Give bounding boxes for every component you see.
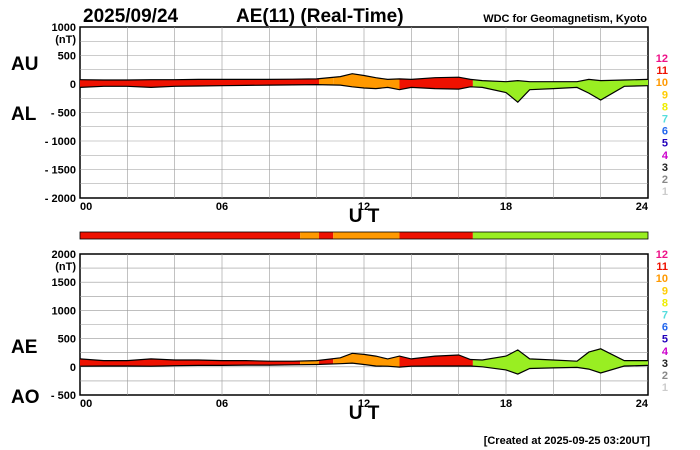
level-label: 5 xyxy=(662,334,668,346)
activity-bar-segment xyxy=(472,232,648,239)
y-tick-label: 0 xyxy=(70,79,76,91)
level-label: 9 xyxy=(662,89,668,101)
activity-band-segment xyxy=(399,77,473,90)
x-tick-label: 12 xyxy=(358,201,370,213)
series-label-lower: AL xyxy=(11,104,37,125)
series-line-au xyxy=(80,73,648,83)
level-label: 9 xyxy=(662,285,668,297)
source-label: WDC for Geomagnetism, Kyoto xyxy=(483,13,647,25)
y-axis-unit: (nT) xyxy=(55,34,76,46)
level-label: 11 xyxy=(656,261,668,273)
series-line-ae xyxy=(80,348,648,362)
activity-bar-frame xyxy=(79,231,649,240)
level-label: 7 xyxy=(662,114,668,126)
x-tick-label: 18 xyxy=(500,398,512,410)
level-label: 2 xyxy=(662,174,668,186)
activity-band-segment xyxy=(399,355,473,368)
level-label: 10 xyxy=(656,77,668,89)
level-label: 4 xyxy=(662,150,669,162)
activity-bar-segment xyxy=(319,232,334,239)
x-tick-label: 12 xyxy=(358,398,370,410)
activity-band-segment xyxy=(333,353,400,368)
x-tick-label: 24 xyxy=(636,398,649,410)
x-tick-label: 00 xyxy=(80,201,92,213)
created-timestamp: [Created at 2025-09-25 03:20UT] xyxy=(484,435,651,447)
x-tick-label: 18 xyxy=(500,201,512,213)
series-line-al xyxy=(80,83,648,104)
level-label: 2 xyxy=(662,370,668,382)
band-group xyxy=(80,348,648,375)
series-label-upper: AU xyxy=(11,54,38,75)
level-label: 11 xyxy=(656,65,668,77)
level-label: 1 xyxy=(662,186,668,198)
band-group xyxy=(80,73,648,104)
activity-band-segment xyxy=(472,79,648,103)
y-tick-label: 500 xyxy=(58,334,76,346)
level-label: 12 xyxy=(656,249,668,261)
y-tick-label: - 500 xyxy=(51,108,76,120)
series-line-ao xyxy=(80,362,648,375)
y-tick-label: - 1500 xyxy=(45,165,76,177)
y-tick-label: 500 xyxy=(58,51,76,63)
level-label: 5 xyxy=(662,138,668,150)
y-axis-unit: (nT) xyxy=(55,261,76,273)
upper-panel: 1000 500 0 - 500 - 1000 - 1500 - 2000 (nT) 00 06 1… xyxy=(11,22,649,227)
x-tick-label: 06 xyxy=(216,398,228,410)
activity-band-segment xyxy=(319,77,334,85)
x-tick-label: 06 xyxy=(216,201,228,213)
x-tick-label: 00 xyxy=(80,398,92,410)
y-tick-label: 1000 xyxy=(52,22,76,34)
activity-bar xyxy=(79,231,649,240)
activity-band-segment xyxy=(333,73,400,90)
level-label: 1 xyxy=(662,382,668,394)
x-axis-label: U T xyxy=(349,206,380,227)
y-tick-label: 1000 xyxy=(52,305,76,317)
activity-bar-segment xyxy=(300,232,320,239)
level-label: 3 xyxy=(662,358,668,370)
chart-title: AE(11) (Real-Time) xyxy=(236,6,404,27)
level-label: 4 xyxy=(662,346,669,358)
level-label: 7 xyxy=(662,310,668,322)
activity-band-segment xyxy=(472,348,648,375)
y-tick-label: - 2000 xyxy=(45,193,76,205)
y-tick-label: 2000 xyxy=(52,249,76,261)
date-title: 2025/09/24 xyxy=(83,6,179,27)
y-tick-label: - 1000 xyxy=(45,136,76,148)
level-label: 3 xyxy=(662,162,668,174)
level-label: 6 xyxy=(662,126,668,138)
level-label: 12 xyxy=(656,53,668,65)
y-tick-label: - 500 xyxy=(51,390,76,402)
lower-panel: 2000 1500 1000 500 0 - 500 (nT) 00 06 12 18 24 U T AE… xyxy=(11,249,649,424)
activity-bar-segment xyxy=(399,232,473,239)
level-label: 8 xyxy=(662,101,668,113)
activity-bar-segment xyxy=(333,232,400,239)
x-axis-label: U T xyxy=(349,403,380,424)
x-tick-label: 24 xyxy=(636,201,649,213)
level-label: 6 xyxy=(662,322,668,334)
series-label-upper: AE xyxy=(11,337,37,358)
series-label-lower: AO xyxy=(11,387,40,408)
y-tick-label: 1500 xyxy=(52,277,76,289)
activity-bar-segment xyxy=(80,232,301,239)
level-label: 8 xyxy=(662,297,668,309)
level-label: 10 xyxy=(656,273,668,285)
y-tick-label: 0 xyxy=(70,362,76,374)
